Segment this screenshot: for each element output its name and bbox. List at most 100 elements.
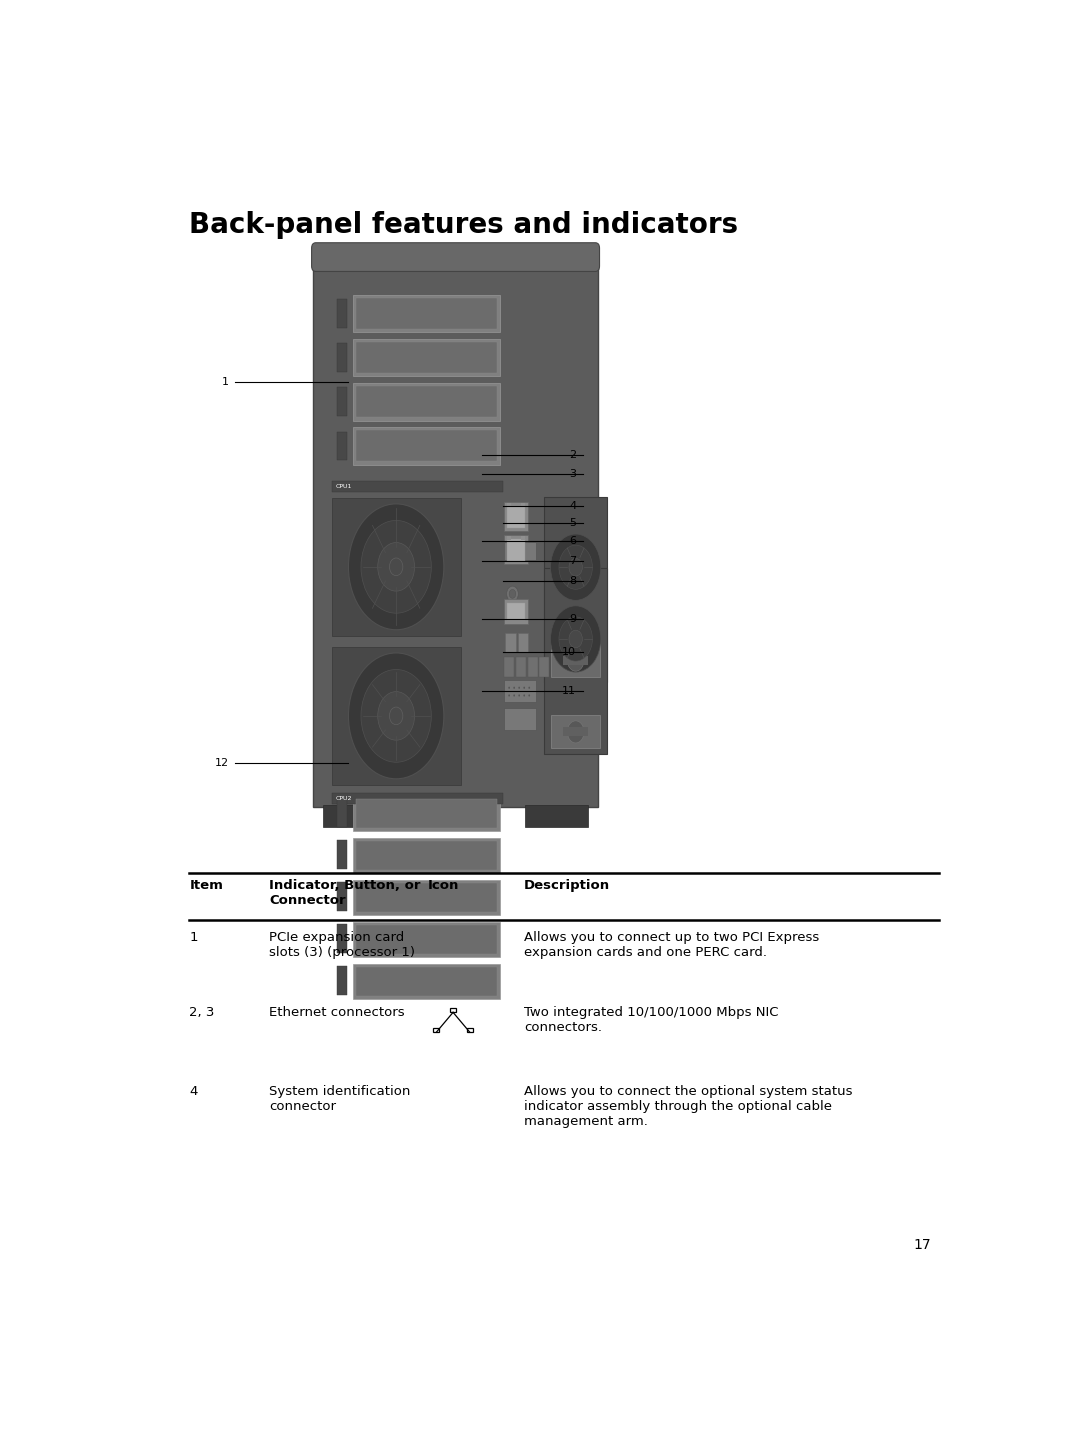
Circle shape (509, 604, 516, 612)
Bar (337, 387, 347, 416)
Circle shape (509, 687, 510, 688)
Bar (356, 883, 498, 912)
Bar (516, 657, 526, 677)
Bar (517, 632, 528, 652)
Text: Allows you to connect up to two PCI Express
expansion cards and one PERC card.: Allows you to connect up to two PCI Expr… (524, 931, 820, 959)
Text: 6: 6 (569, 536, 576, 546)
Text: 1: 1 (221, 377, 229, 387)
Bar (356, 799, 498, 827)
Circle shape (551, 533, 600, 601)
Bar (356, 386, 498, 417)
Bar (337, 882, 347, 911)
Bar (544, 496, 607, 683)
Circle shape (349, 652, 444, 779)
Circle shape (569, 558, 582, 576)
Circle shape (528, 687, 530, 688)
Text: 4: 4 (189, 1086, 198, 1098)
Circle shape (507, 601, 518, 617)
Bar (525, 804, 588, 827)
Bar (521, 503, 525, 506)
Text: 11: 11 (562, 685, 576, 695)
Bar (521, 536, 525, 539)
Text: CPU1: CPU1 (336, 485, 352, 489)
Bar (337, 300, 347, 328)
Text: CPU2: CPU2 (336, 796, 352, 800)
Circle shape (513, 687, 515, 688)
Circle shape (567, 721, 584, 743)
Circle shape (518, 694, 521, 697)
Text: 2: 2 (569, 450, 576, 460)
Text: System identification
connector: System identification connector (269, 1086, 410, 1113)
Bar (353, 338, 500, 376)
Text: Ethernet connectors: Ethernet connectors (269, 1005, 405, 1018)
Bar (527, 657, 538, 677)
Circle shape (518, 687, 521, 688)
Bar (504, 599, 527, 624)
Bar (507, 539, 525, 561)
Bar (551, 716, 600, 749)
Circle shape (509, 589, 516, 598)
Circle shape (390, 558, 403, 575)
Circle shape (378, 691, 415, 740)
Bar (337, 923, 347, 952)
Text: 5: 5 (569, 518, 576, 528)
Bar (356, 343, 498, 373)
Bar (353, 427, 500, 465)
Text: 1: 1 (189, 931, 198, 944)
Circle shape (507, 587, 518, 602)
Bar (353, 383, 500, 420)
Text: 2, 3: 2, 3 (189, 1005, 215, 1018)
Bar (467, 1028, 473, 1032)
Bar (337, 432, 347, 460)
Text: 4: 4 (569, 500, 576, 511)
Text: PCIe expansion card
slots (3) (processor 1): PCIe expansion card slots (3) (processor… (269, 931, 415, 959)
Bar (551, 644, 600, 677)
Circle shape (349, 503, 444, 630)
Bar (337, 967, 347, 995)
Circle shape (378, 542, 415, 591)
Bar (507, 506, 525, 528)
Circle shape (513, 694, 515, 697)
Circle shape (509, 694, 510, 697)
Text: 3: 3 (569, 469, 576, 479)
Bar (356, 430, 498, 462)
Bar (504, 657, 514, 677)
Bar (353, 880, 500, 915)
Circle shape (524, 694, 525, 697)
Circle shape (361, 670, 431, 763)
Circle shape (361, 521, 431, 614)
Bar (353, 922, 500, 956)
Bar (332, 793, 503, 803)
Text: Indicator, Button, or
Connector: Indicator, Button, or Connector (269, 879, 420, 906)
Text: Back-panel features and indicators: Back-panel features and indicators (189, 211, 739, 238)
Bar (507, 602, 525, 621)
Bar (356, 298, 498, 328)
Bar (507, 536, 511, 539)
Text: Two integrated 10/100/1000 Mbps NIC
connectors.: Two integrated 10/100/1000 Mbps NIC conn… (524, 1005, 779, 1034)
Bar (504, 707, 536, 730)
Bar (353, 837, 500, 873)
Circle shape (567, 650, 584, 671)
Text: 9: 9 (569, 614, 576, 624)
Bar (504, 680, 536, 703)
Bar (507, 503, 511, 506)
Text: 12: 12 (215, 757, 229, 767)
Bar (353, 964, 500, 999)
Bar (563, 727, 589, 736)
Bar (332, 498, 461, 635)
Bar (323, 804, 387, 827)
Text: 7: 7 (569, 556, 576, 566)
Bar (563, 655, 589, 664)
Bar (504, 535, 527, 564)
Text: 17: 17 (914, 1238, 931, 1252)
Text: 8: 8 (569, 575, 576, 585)
Circle shape (551, 605, 600, 673)
Bar (337, 799, 347, 827)
FancyBboxPatch shape (312, 242, 599, 271)
Bar (313, 261, 598, 807)
Bar (433, 1028, 440, 1032)
Text: Item: Item (189, 879, 224, 892)
Bar (539, 657, 550, 677)
Bar (332, 647, 461, 784)
Bar (337, 840, 347, 869)
